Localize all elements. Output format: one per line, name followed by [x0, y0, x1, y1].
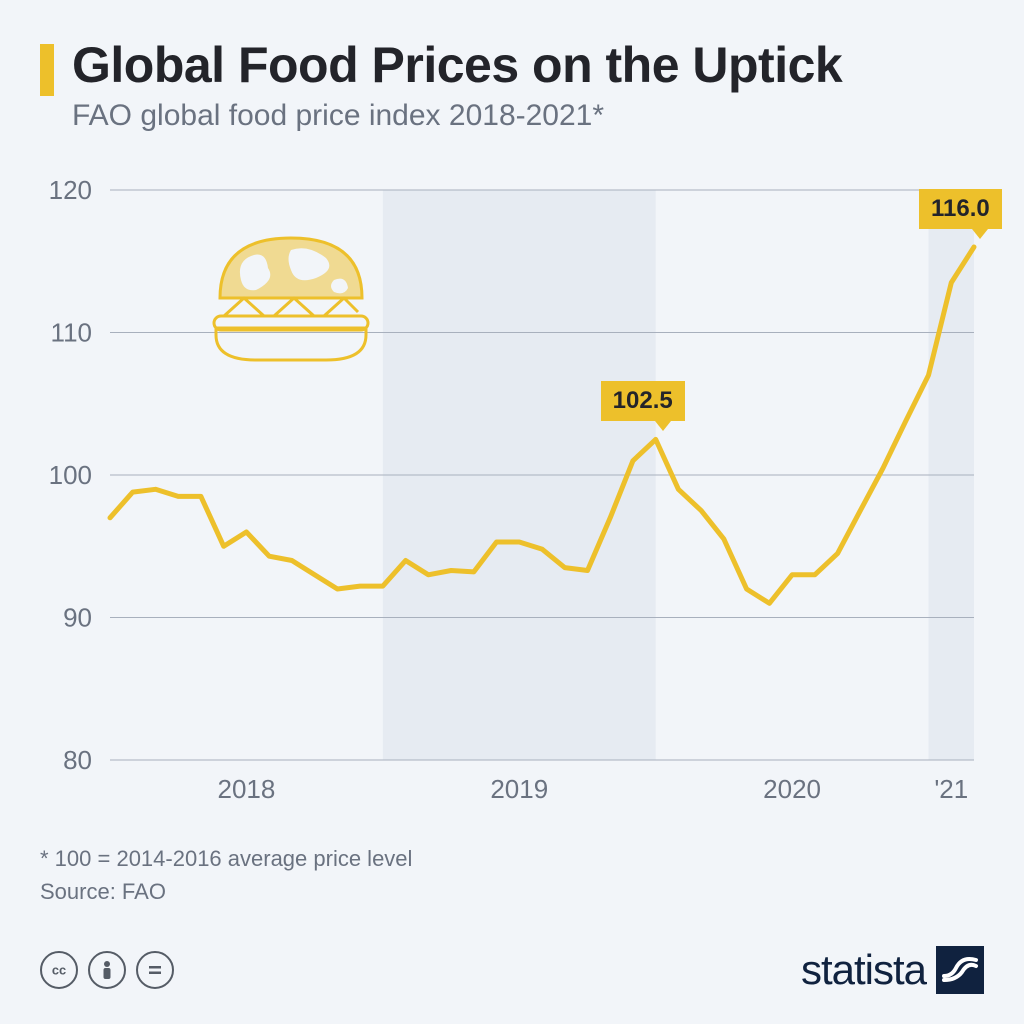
svg-text:120: 120 [49, 175, 92, 205]
svg-text:80: 80 [63, 745, 92, 775]
footnote-line: * 100 = 2014-2016 average price level [40, 842, 412, 875]
value-callout: 102.5 [601, 381, 685, 421]
svg-text:2020: 2020 [763, 774, 821, 804]
source-line: Source: FAO [40, 875, 412, 908]
chart-title: Global Food Prices on the Uptick [72, 38, 984, 93]
accent-bar [40, 44, 54, 96]
license-icons: cc [40, 951, 174, 989]
svg-text:2018: 2018 [217, 774, 275, 804]
by-icon [88, 951, 126, 989]
svg-text:2019: 2019 [490, 774, 548, 804]
chart-area: 8090100110120201820192020'21 102.5116.0 [40, 170, 984, 830]
chart-subtitle: FAO global food price index 2018-2021* [72, 99, 984, 133]
footer: cc statista [40, 946, 984, 994]
statista-wordmark: statista [801, 946, 926, 994]
svg-text:90: 90 [63, 603, 92, 633]
header: Global Food Prices on the Uptick FAO glo… [0, 0, 1024, 133]
svg-text:'21: '21 [934, 774, 968, 804]
svg-text:cc: cc [52, 963, 66, 978]
svg-text:110: 110 [51, 318, 92, 348]
statista-logo: statista [801, 946, 984, 994]
footnote: * 100 = 2014-2016 average price level So… [40, 842, 412, 908]
globe-burger-icon [196, 220, 386, 375]
cc-icon: cc [40, 951, 78, 989]
title-block: Global Food Prices on the Uptick FAO glo… [72, 38, 984, 133]
nd-icon [136, 951, 174, 989]
statista-mark-icon [936, 946, 984, 994]
line-chart: 80 90 100 110 120 2018 2019 2020 '21 [40, 170, 984, 830]
value-callout: 116.0 [919, 189, 1002, 229]
svg-text:100: 100 [49, 460, 92, 490]
